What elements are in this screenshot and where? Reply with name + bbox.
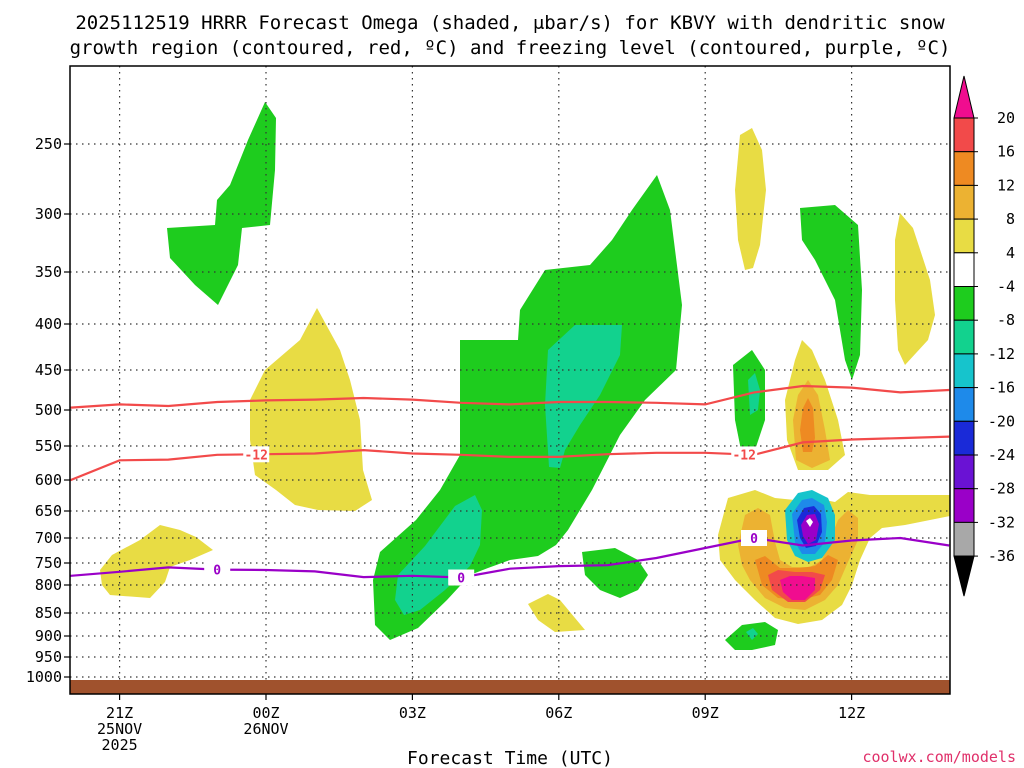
colorbar-swatch [953,420,975,456]
omega-region-green-right-stripe [800,205,862,380]
contour-dendritic-bottom [70,435,950,482]
colorbar-label: 12 [997,176,1015,194]
colorbar-swatch [953,117,975,153]
contour-label-bg [731,446,758,463]
x-axis-label: Forecast Time (UTC) [407,748,613,768]
y-tick-label: 850 [35,604,62,622]
colorbar-swatch [953,218,975,254]
colorbar: 20 16 12 8 4 -4 -8 -12 -16 -20 -24 -28 -32 -36 [953,75,1015,597]
contour-label-bg [741,530,767,546]
contour-dendritic-top [70,384,950,409]
y-tick-label: 950 [35,648,62,666]
omega-region-teal-main-band [545,325,622,468]
colorbar-label: 16 [997,143,1015,161]
contour-label-bg [243,446,270,463]
x-tick-label: 12Z [838,704,865,722]
y-tick-label: 700 [35,529,62,547]
contour-label: -12 [732,448,755,463]
colorbar-label: -8 [997,311,1015,329]
x-tick-label: 00Z [252,704,279,722]
colorbar-label: 8 [1006,210,1015,228]
plot-frame [69,65,951,695]
y-tick-label: 350 [35,263,62,281]
omega-region-teal-blob-900 [746,628,758,640]
colorbar-swatch [953,184,975,220]
omega-region-yellow-far-right [895,213,935,365]
colorbar-swatch [953,286,975,321]
omega-region-white-core [806,518,813,527]
omega-region-orange-mid-right [800,398,815,452]
y-tick-label: 300 [35,205,62,223]
omega-region-pink-lower-right [780,576,815,600]
colorbar-swatch [953,454,975,490]
ground-surface [70,680,950,694]
omega-region-green-blob-mid [733,350,765,455]
colorbar-label: -4 [997,278,1015,296]
contour-label-bg [204,561,231,578]
omega-region-teal-lower-band [395,495,482,615]
y-axis: 250 300 350 400 450 500 550 600 650 700 750 800 850 9… [26,135,70,686]
contour-lines: -12 -12 0 0 0 [70,384,950,587]
x-tick-label: 03Z [399,704,426,722]
colorbar-swatch [953,387,975,422]
colorbar-label: 20 [997,109,1015,127]
x-tick-label: 2025 [102,736,138,754]
y-tick-label: 750 [35,554,62,572]
contour-label: 0 [457,572,465,587]
chart-title-line1: 2025112519 HRRR Forecast Omega (shaded, … [75,12,945,34]
x-tick-label: 26NOV [243,720,288,738]
y-tick-label: 250 [35,135,62,153]
contour-label-bg [448,569,475,586]
contour-freezing-level [70,536,950,579]
colorbar-label: -16 [988,379,1015,397]
contour-label: 0 [213,564,221,579]
colorbar-label: 4 [1006,244,1015,262]
grid-lines [70,66,950,680]
colorbar-swatch [953,521,975,557]
y-tick-label: 550 [35,437,62,455]
y-tick-label: 650 [35,502,62,520]
contour-label: 0 [750,532,758,547]
y-tick-label: 900 [35,627,62,645]
colorbar-label: -28 [988,480,1015,498]
colorbar-swatch [953,252,975,288]
x-tick-label: 06Z [545,704,572,722]
contour-label: -12 [244,448,267,463]
colorbar-label: -36 [988,547,1015,565]
colorbar-label: -20 [988,412,1015,430]
omega-region-teal-blob-mid [748,373,760,415]
colorbar-swatch [953,353,975,389]
x-tick-label: 09Z [692,704,719,722]
credit-text: coolwx.com/models [862,748,1016,766]
y-tick-label: 600 [35,471,62,489]
y-tick-label: 400 [35,315,62,333]
colorbar-swatch [953,488,975,523]
omega-region-green-upper-left [167,102,276,305]
colorbar-swatch [953,319,975,355]
x-tick-label: 25NOV [97,720,142,738]
colorbar-top-arrow [953,75,975,119]
colorbar-label: -12 [988,345,1015,363]
colorbar-bottom-arrow [953,555,975,597]
y-tick-label: 500 [35,401,62,419]
colorbar-label: -32 [988,513,1015,531]
omega-region-yellow-left-edge [100,525,213,598]
plot-area: -12 -12 0 0 0 [69,65,951,695]
x-tick-label: 21Z [106,704,133,722]
colorbar-swatch [953,151,975,186]
chart-title-line2: growth region (contoured, red, ºC) and f… [70,37,951,59]
colorbar-label: -24 [988,446,1015,464]
omega-region-yellow-top-right [735,128,766,270]
y-tick-label: 450 [35,361,62,379]
y-tick-label: 1000 [26,668,62,686]
y-tick-label: 800 [35,576,62,594]
omega-region-purple-core [801,514,819,544]
